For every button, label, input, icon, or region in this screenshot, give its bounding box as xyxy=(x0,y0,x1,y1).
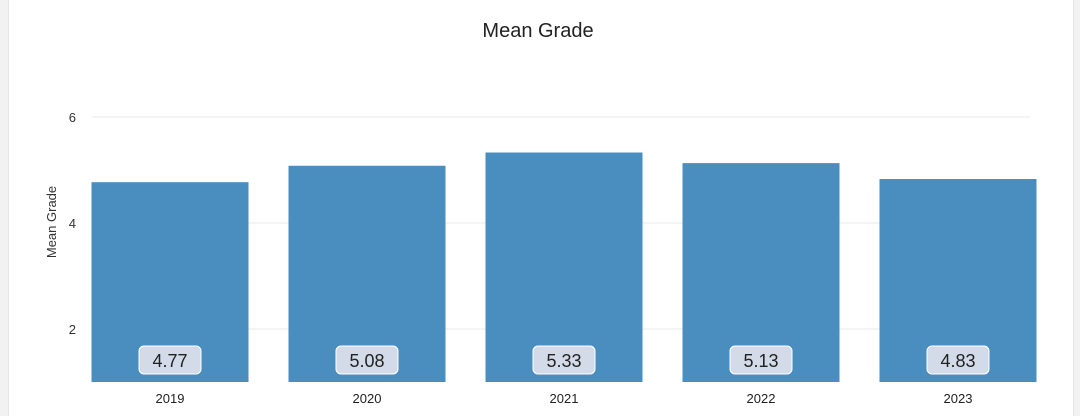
bar-2021 xyxy=(485,152,643,382)
data-label: 5.13 xyxy=(729,345,793,375)
chart-title: Mean Grade xyxy=(482,20,593,42)
data-label-box xyxy=(138,345,202,375)
data-label-text: 5.33 xyxy=(546,351,581,371)
data-label-text: 5.08 xyxy=(349,351,384,371)
x-tick-label: 2022 xyxy=(747,391,776,406)
x-tick-label: 2019 xyxy=(156,391,185,406)
data-label-box xyxy=(335,345,399,375)
y-tick-label: 4 xyxy=(69,216,76,231)
y-axis-label: Mean Grade xyxy=(44,186,59,258)
data-label: 4.83 xyxy=(926,345,990,375)
x-tick-label: 2020 xyxy=(353,391,382,406)
data-label-text: 4.83 xyxy=(940,351,975,371)
data-label: 5.33 xyxy=(532,345,596,375)
x-tick-label: 2023 xyxy=(944,391,973,406)
y-tick-label: 6 xyxy=(69,110,76,125)
data-label: 4.77 xyxy=(138,345,202,375)
x-tick-label: 2021 xyxy=(550,391,579,406)
y-tick-label: 2 xyxy=(69,322,76,337)
data-label: 5.08 xyxy=(335,345,399,375)
data-label-box xyxy=(926,345,990,375)
data-label-box xyxy=(532,345,596,375)
data-label-text: 4.77 xyxy=(152,351,187,371)
data-label-box xyxy=(729,345,793,375)
data-label-text: 5.13 xyxy=(743,351,778,371)
